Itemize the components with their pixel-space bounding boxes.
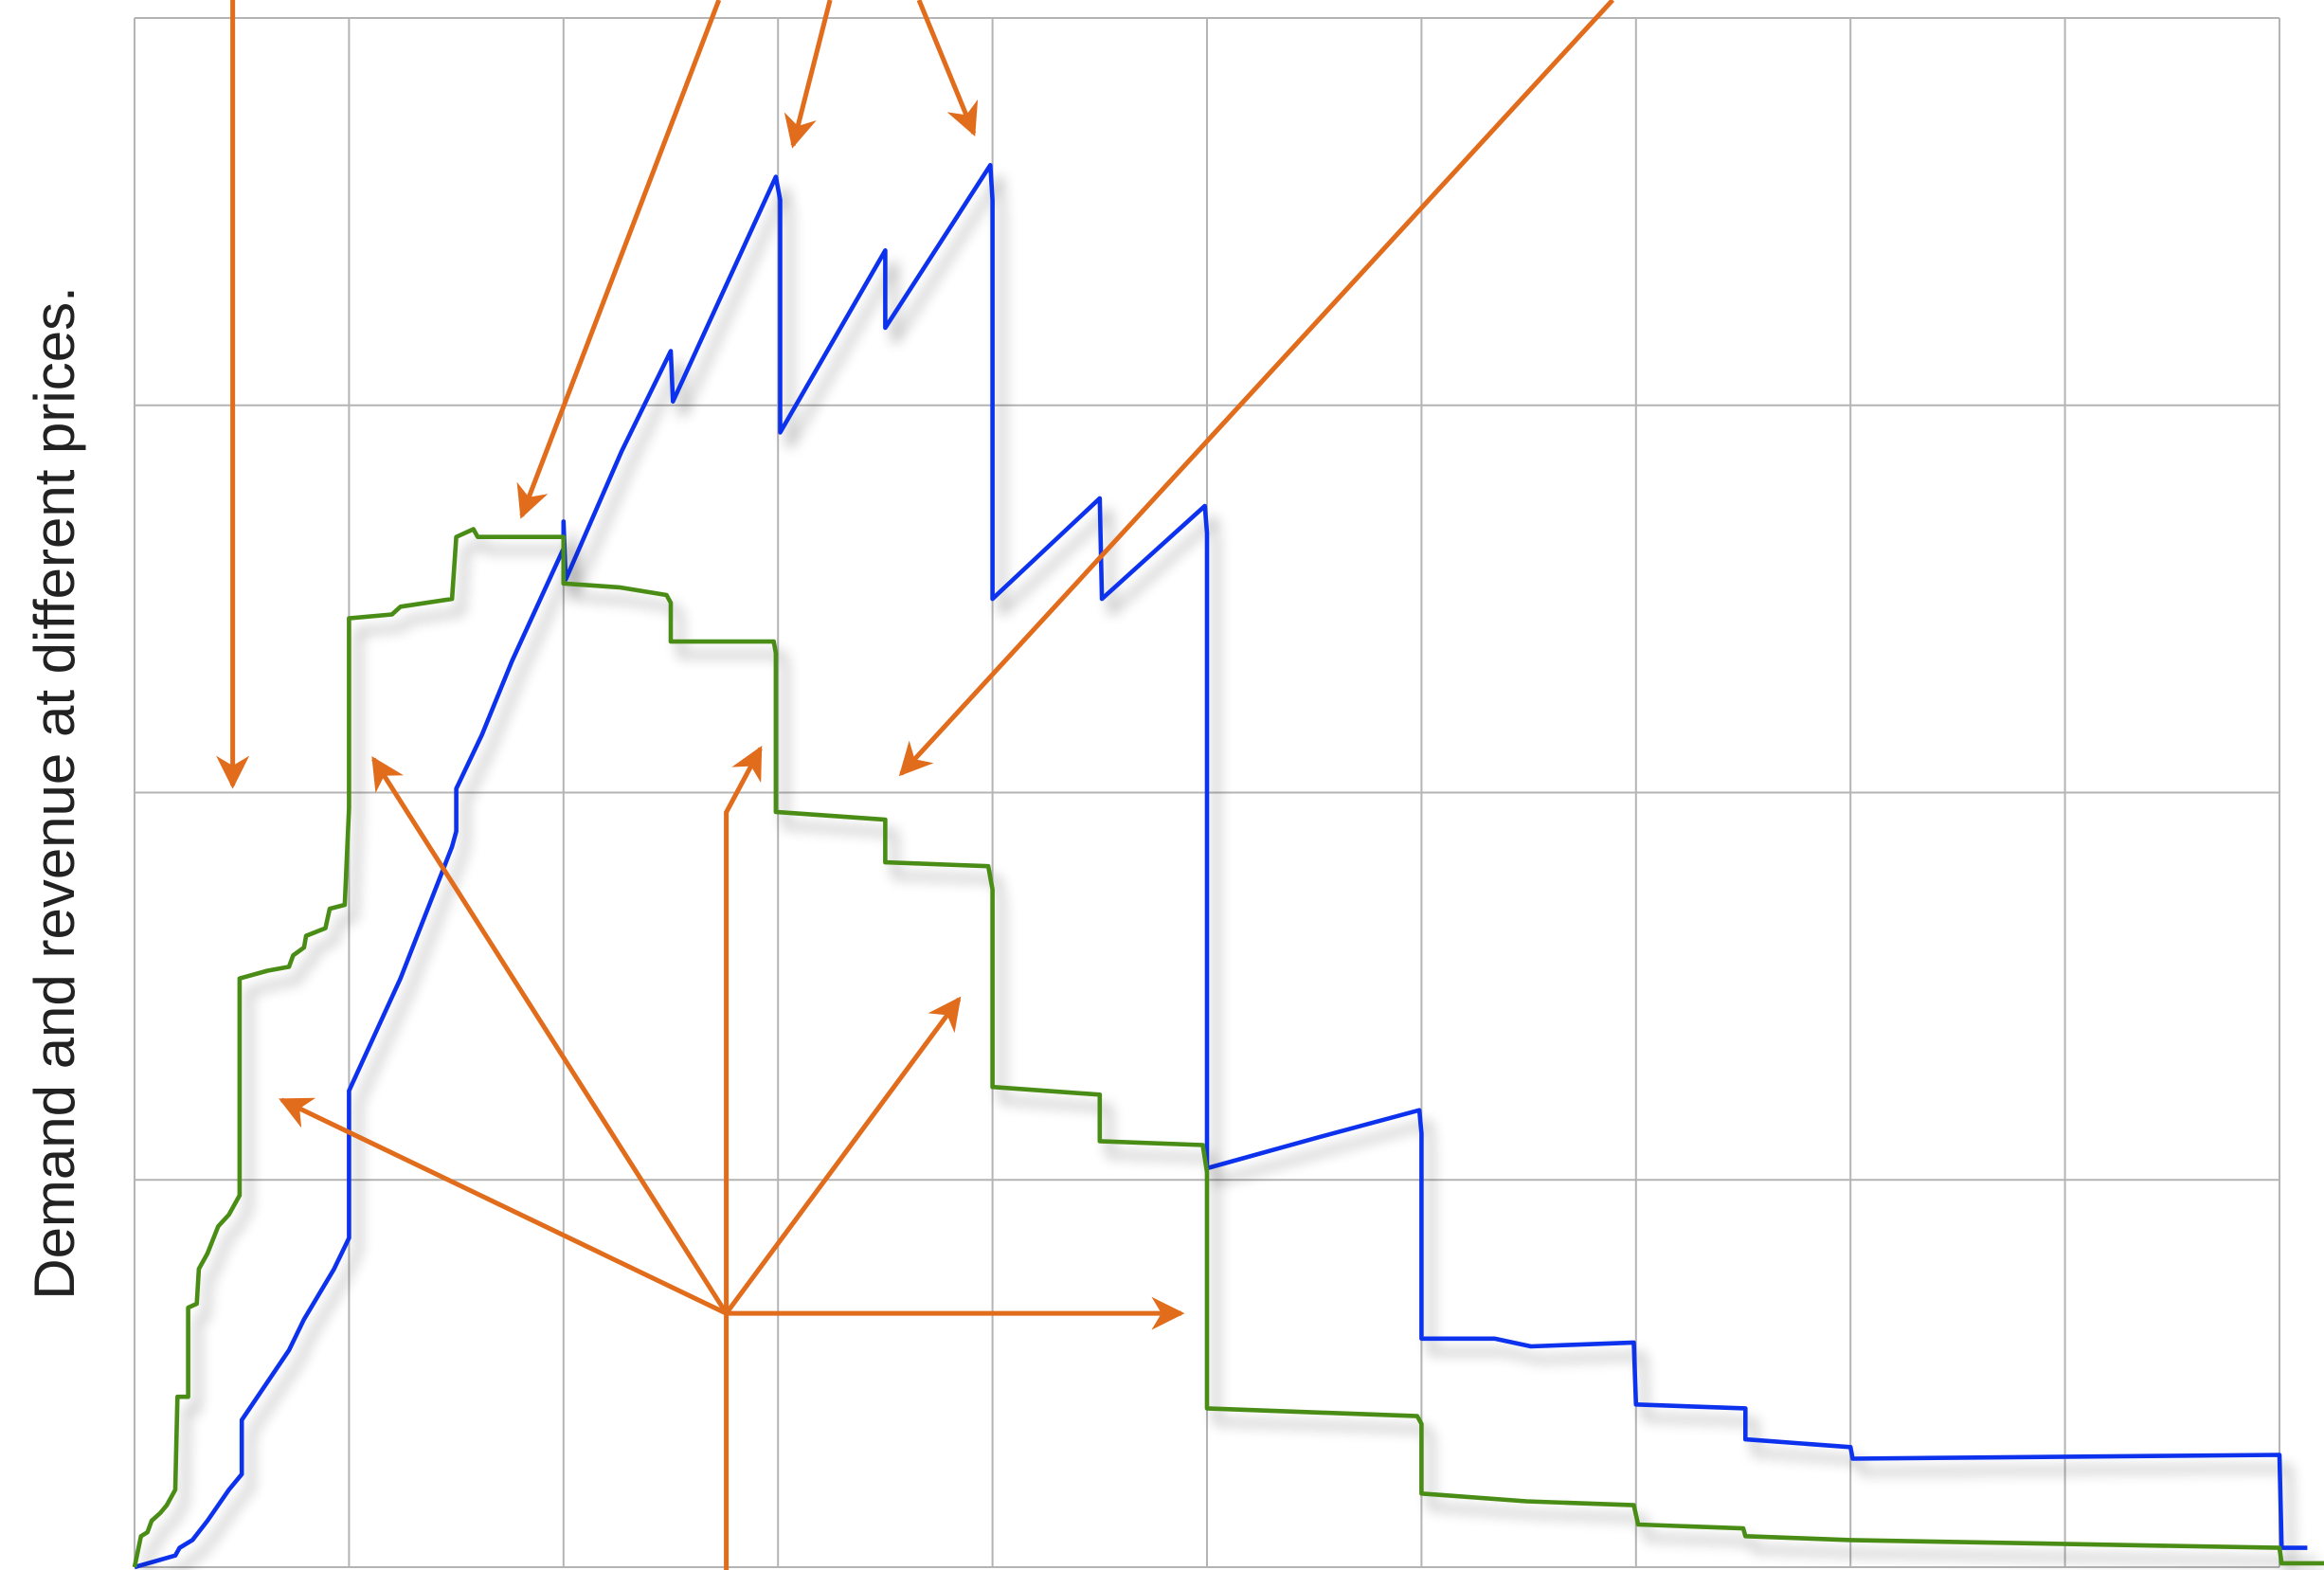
arrow	[916, 0, 979, 137]
arrow	[724, 745, 763, 1314]
series-line	[132, 527, 2324, 1568]
arrow	[371, 756, 729, 1315]
annotation-arrows	[216, 0, 1615, 1570]
arrow	[724, 996, 962, 1315]
series-line	[134, 163, 2308, 1570]
arrow	[516, 0, 722, 519]
lines	[132, 163, 2324, 1570]
y-axis-label: Demand and revenue at different prices.	[23, 286, 86, 1300]
arrow	[898, 0, 1615, 777]
arrow	[784, 0, 833, 149]
arrow	[279, 1097, 728, 1316]
